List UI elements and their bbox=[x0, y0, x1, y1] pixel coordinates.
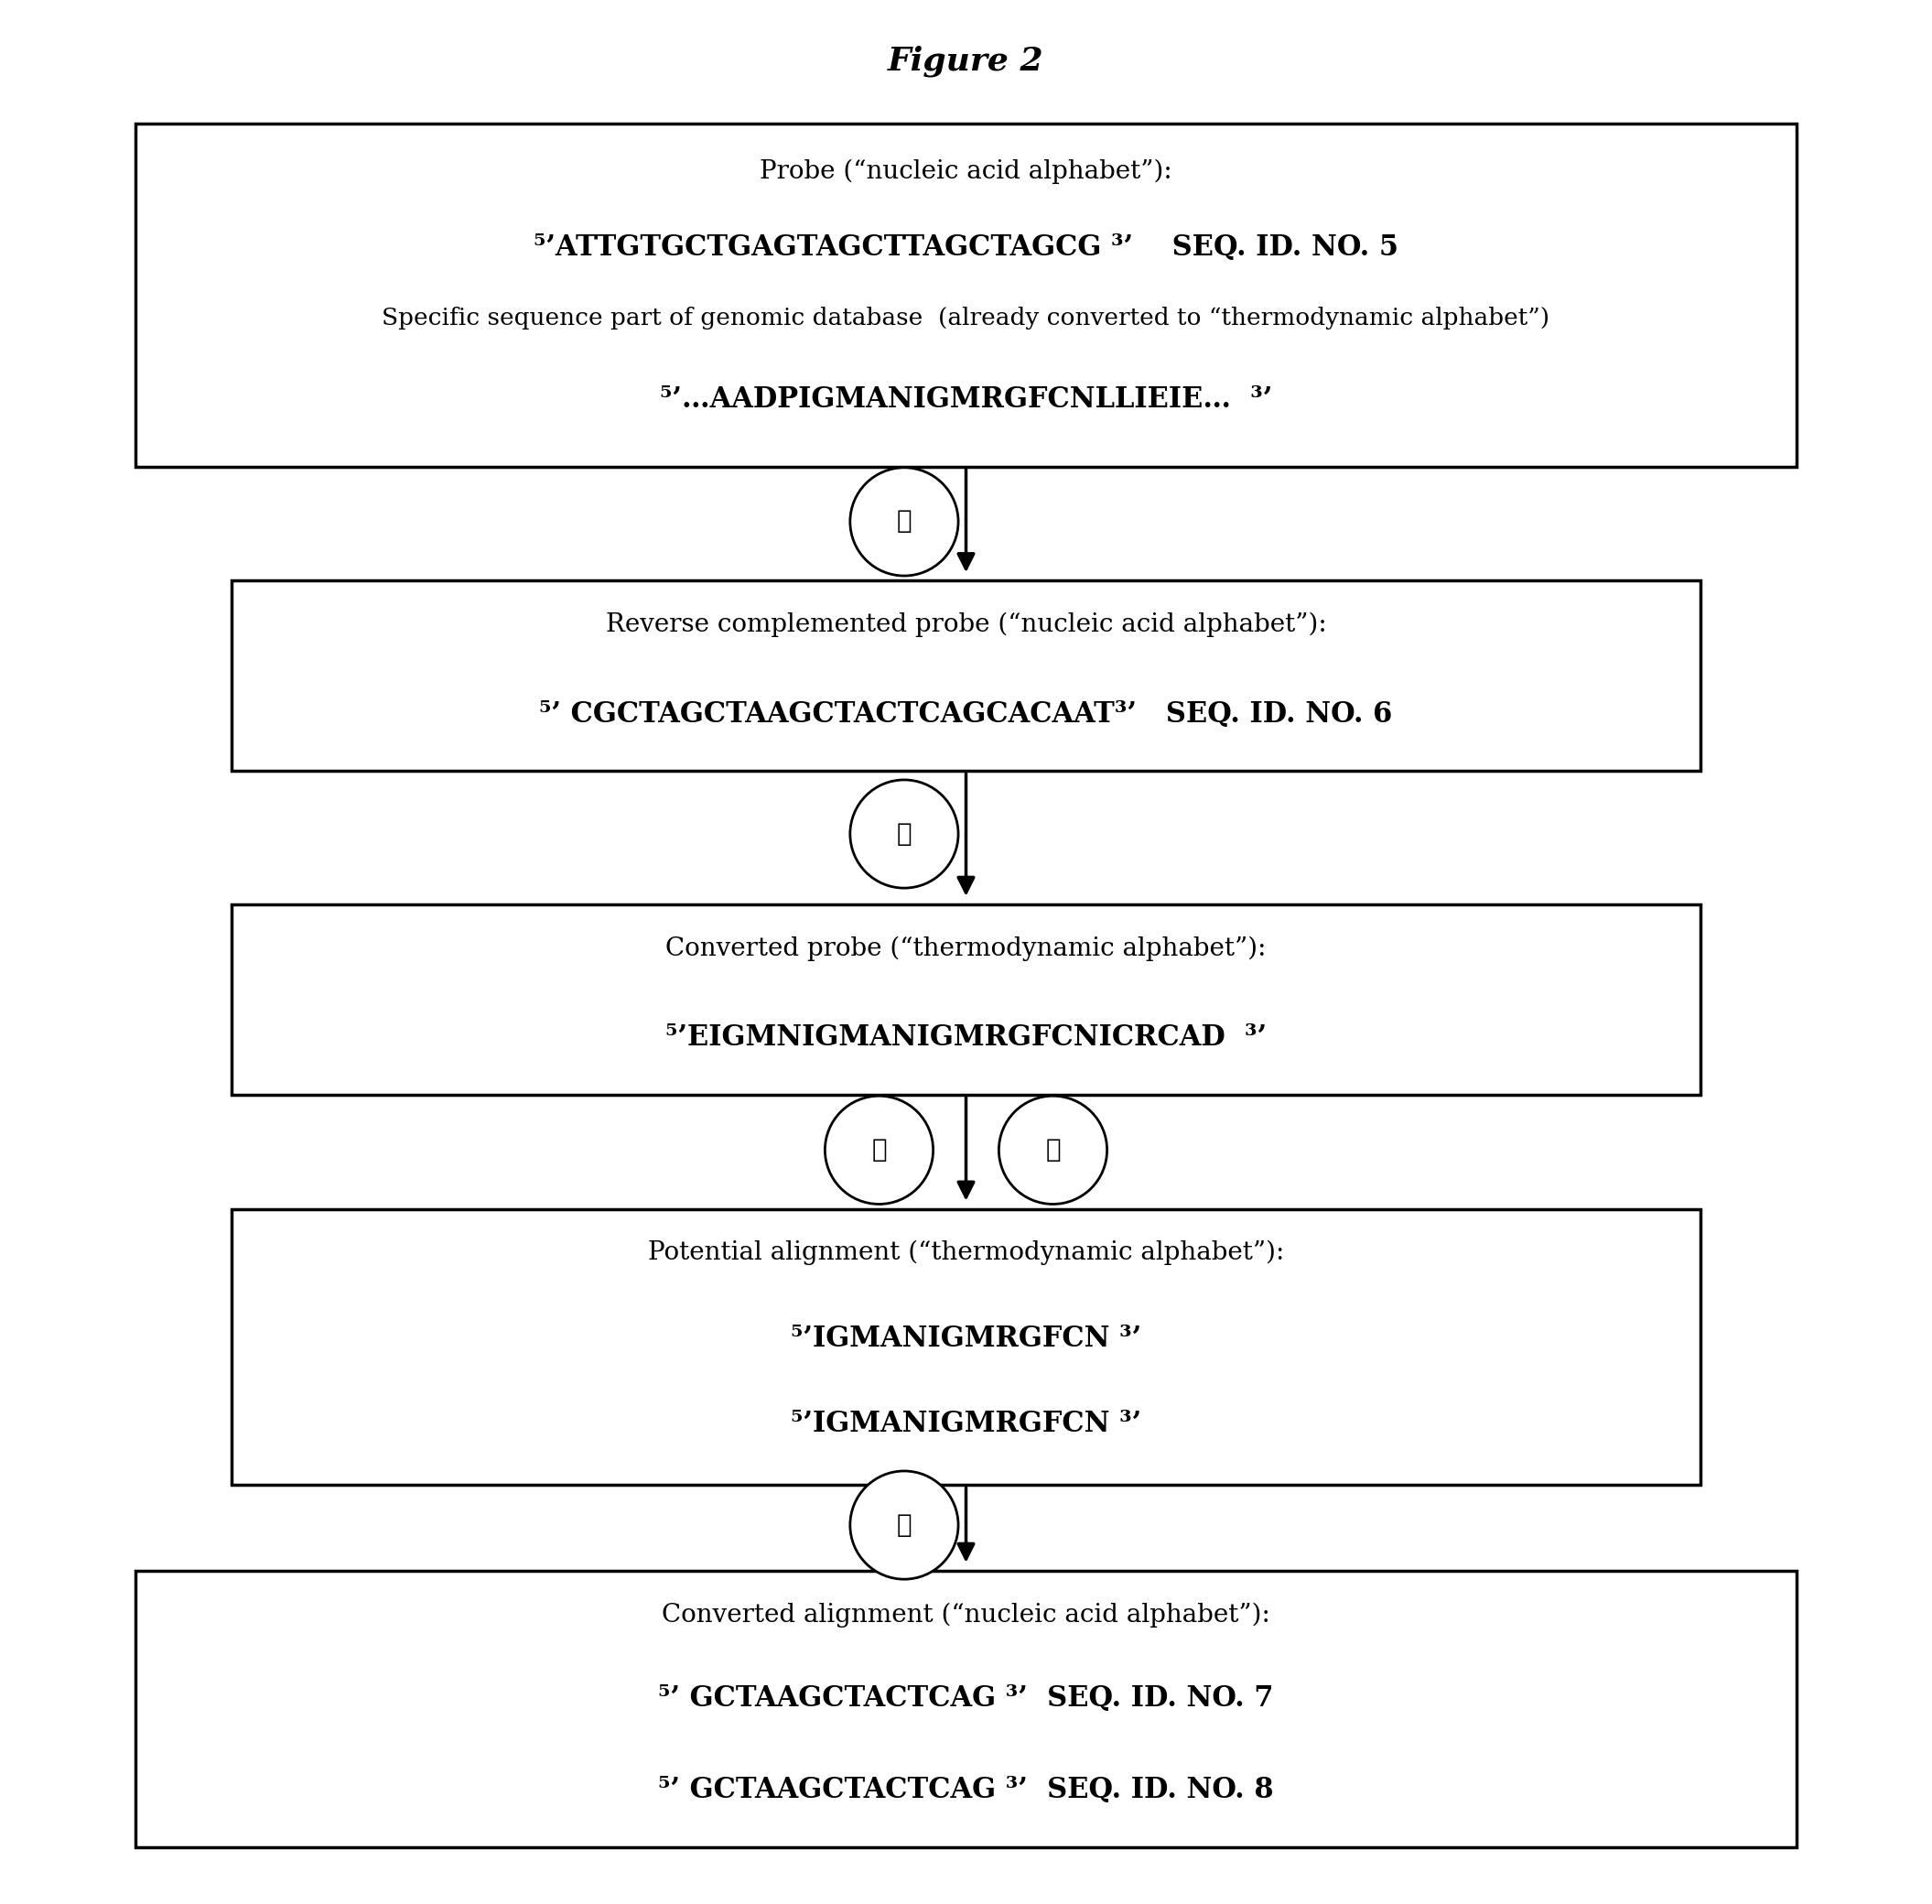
Text: ⑤: ⑤ bbox=[896, 1514, 912, 1537]
Ellipse shape bbox=[850, 468, 958, 575]
Text: ⁵’IGMANIGMRGFCN ³’: ⁵’IGMANIGMRGFCN ³’ bbox=[790, 1325, 1142, 1352]
Text: ⁵’ GCTAAGCTACTCAG ³’  SEQ. ID. NO. 7: ⁵’ GCTAAGCTACTCAG ³’ SEQ. ID. NO. 7 bbox=[659, 1685, 1273, 1712]
Text: ⁵’EIGMNIGMANIGMRGFCNICRCAD  ³’: ⁵’EIGMNIGMANIGMRGFCNICRCAD ³’ bbox=[665, 1024, 1267, 1051]
Text: ⁵’ATTGTGCTGAGTAGCTTAGCTAGCG ³’    SEQ. ID. NO. 5: ⁵’ATTGTGCTGAGTAGCTTAGCTAGCG ³’ SEQ. ID. … bbox=[533, 234, 1399, 261]
Text: ②: ② bbox=[896, 823, 912, 845]
Ellipse shape bbox=[850, 1472, 958, 1578]
Text: Converted alignment (“nucleic acid alphabet”):: Converted alignment (“nucleic acid alpha… bbox=[663, 1601, 1269, 1628]
Text: ③: ③ bbox=[871, 1139, 887, 1161]
FancyBboxPatch shape bbox=[232, 581, 1700, 771]
Text: Specific sequence part of genomic database  (already converted to “thermodynamic: Specific sequence part of genomic databa… bbox=[383, 307, 1549, 329]
Text: Probe (“nucleic acid alphabet”):: Probe (“nucleic acid alphabet”): bbox=[759, 158, 1173, 185]
Ellipse shape bbox=[825, 1097, 933, 1203]
Text: Potential alignment (“thermodynamic alphabet”):: Potential alignment (“thermodynamic alph… bbox=[647, 1240, 1285, 1266]
Text: ⁵’ CGCTAGCTAAGCTACTCAGCACAAT³’   SEQ. ID. NO. 6: ⁵’ CGCTAGCTAAGCTACTCAGCACAAT³’ SEQ. ID. … bbox=[539, 701, 1393, 727]
FancyBboxPatch shape bbox=[135, 1571, 1797, 1847]
Text: Reverse complemented probe (“nucleic acid alphabet”):: Reverse complemented probe (“nucleic aci… bbox=[605, 611, 1327, 638]
Text: Converted probe (“thermodynamic alphabet”):: Converted probe (“thermodynamic alphabet… bbox=[667, 935, 1265, 962]
FancyBboxPatch shape bbox=[232, 904, 1700, 1095]
Text: ④: ④ bbox=[1045, 1139, 1061, 1161]
FancyBboxPatch shape bbox=[232, 1209, 1700, 1485]
Text: ⁵’IGMANIGMRGFCN ³’: ⁵’IGMANIGMRGFCN ³’ bbox=[790, 1411, 1142, 1438]
Text: ⁵’ GCTAAGCTACTCAG ³’  SEQ. ID. NO. 8: ⁵’ GCTAAGCTACTCAG ³’ SEQ. ID. NO. 8 bbox=[659, 1776, 1273, 1803]
Text: ⁵’…AADPIGMANIGMRGFCNLLIEIE…  ³’: ⁵’…AADPIGMANIGMRGFCNLLIEIE… ³’ bbox=[659, 387, 1273, 413]
Ellipse shape bbox=[999, 1097, 1107, 1203]
Text: Figure 2: Figure 2 bbox=[889, 46, 1043, 76]
Ellipse shape bbox=[850, 781, 958, 887]
FancyBboxPatch shape bbox=[135, 124, 1797, 466]
Text: ①: ① bbox=[896, 510, 912, 533]
